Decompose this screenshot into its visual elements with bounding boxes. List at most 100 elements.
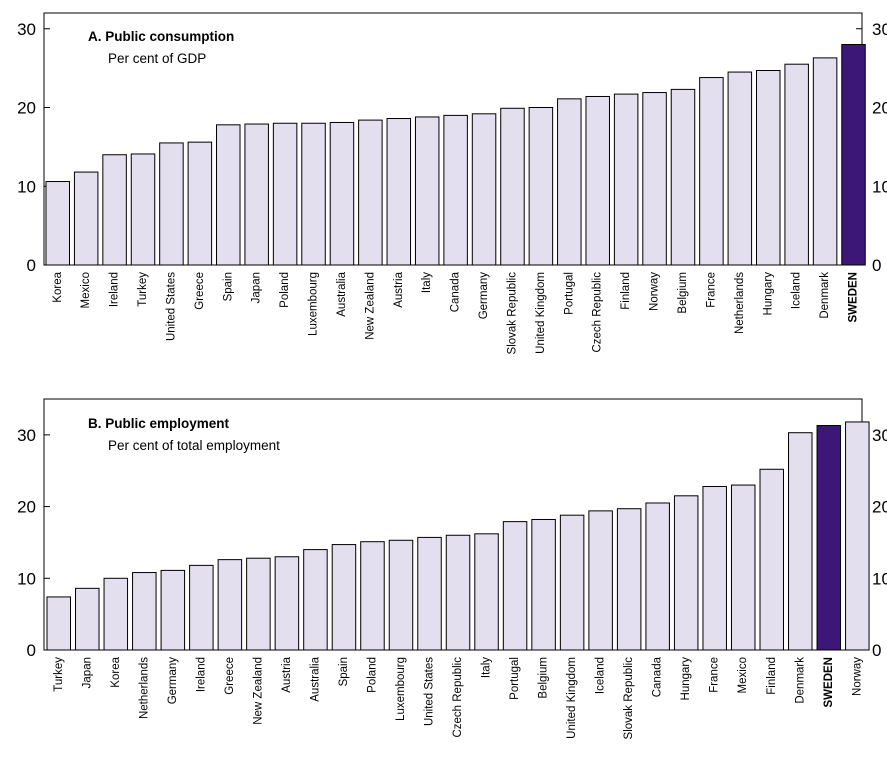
category-label: Mexico (737, 657, 749, 693)
bar-mexico (730, 484, 756, 651)
category-label: Denmark (794, 657, 806, 704)
y-tick-label-left: 20 (17, 99, 36, 118)
category-label: Austria (393, 271, 405, 307)
bar-greece (187, 141, 213, 266)
category-label: Finland (766, 657, 778, 695)
panel-b-public-employment: B. Public employment Per cent of total e… (17, 398, 887, 739)
category-label: Portugal (563, 272, 575, 315)
bar-slovak-republic (500, 107, 525, 266)
category-label: Spain (338, 657, 350, 686)
bar-hungary (673, 495, 699, 651)
bar-poland (360, 541, 385, 651)
bar-new-zealand (246, 557, 271, 651)
category-label: Austria (281, 656, 293, 692)
bar-germany (160, 569, 186, 651)
category-label: Hungary (762, 272, 774, 316)
category-label: United States (424, 657, 436, 726)
panel-a-subtitle: Per cent of GDP (108, 51, 206, 66)
category-label: France (709, 657, 721, 693)
bar-canada (443, 114, 468, 266)
category-label: Netherlands (138, 657, 150, 719)
category-label: Australia (309, 656, 321, 701)
y-tick-label-left: 0 (27, 256, 36, 275)
bar-canada (645, 502, 670, 651)
category-label: Greece (194, 272, 206, 310)
category-label: New Zealand (252, 657, 264, 725)
category-label: Netherlands (734, 272, 746, 334)
bar-spain (331, 544, 357, 651)
category-label: SWEDEN (848, 272, 860, 322)
bar-ireland (102, 154, 127, 266)
bar-iceland (588, 510, 613, 651)
category-label: Mexico (80, 272, 92, 308)
bar-czech-republic (445, 534, 471, 651)
category-label: Belgium (538, 657, 550, 699)
y-tick-label-left: 10 (17, 177, 36, 196)
bar-luxembourg (388, 539, 414, 651)
category-label: New Zealand (364, 272, 376, 340)
category-label: Korea (110, 656, 122, 687)
bar-mexico (73, 171, 99, 266)
category-label: Japan (81, 657, 93, 688)
bar-norway (845, 421, 870, 651)
bar-belgium (670, 88, 696, 266)
bar-austria (274, 556, 300, 651)
panel-a-title: A. Public consumption (88, 29, 234, 44)
bar-highlight-sweden (816, 425, 842, 651)
y-tick-label-left: 20 (17, 498, 36, 517)
y-tick-label-left: 30 (17, 20, 36, 39)
category-label: Germany (167, 657, 179, 705)
category-label: Hungary (680, 657, 692, 701)
category-label: Germany (478, 272, 490, 320)
bar-portugal (557, 98, 582, 266)
bar-netherlands (727, 71, 753, 266)
category-label: Ireland (195, 657, 207, 692)
category-label: Australia (336, 271, 348, 316)
bar-norway (642, 92, 667, 266)
y-tick-label-left: 30 (17, 426, 36, 445)
category-label: Finland (620, 272, 632, 310)
category-label: United Kingdom (566, 657, 578, 739)
bar-japan (75, 587, 100, 651)
category-label: Canada (450, 271, 462, 312)
category-label: Canada (652, 656, 664, 697)
category-label: Portugal (509, 657, 521, 700)
bar-australia (303, 549, 328, 651)
bar-highlight-sweden (841, 44, 866, 266)
bar-czech-republic (585, 95, 610, 266)
bar-united-states (159, 142, 184, 266)
bar-ireland (189, 564, 214, 651)
y-tick-label-left: 10 (17, 569, 36, 588)
category-label: Ireland (109, 272, 121, 307)
bar-finland (613, 93, 639, 266)
category-label: Luxembourg (308, 272, 320, 336)
bar-iceland (784, 63, 809, 266)
category-label: Luxembourg (395, 657, 407, 721)
category-label: Korea (52, 271, 64, 302)
y-tick-label-right: 20 (872, 498, 887, 517)
bar-korea (45, 181, 70, 266)
bar-japan (244, 123, 269, 266)
bar-spain (216, 124, 241, 266)
bar-united-kingdom (559, 514, 585, 651)
category-label: Czech Republic (452, 657, 464, 738)
category-label: Belgium (677, 272, 689, 314)
y-tick-label-right: 10 (872, 177, 887, 196)
bar-australia (329, 121, 355, 266)
category-label: Norway (851, 657, 863, 696)
category-label: Poland (279, 272, 291, 308)
y-tick-label-right: 20 (872, 99, 887, 118)
category-label: Italy (421, 272, 433, 293)
bar-france (702, 485, 727, 651)
category-label: Greece (224, 657, 236, 695)
bar-austria (386, 118, 412, 266)
bar-united-states (417, 536, 442, 651)
bar-denmark (788, 432, 813, 651)
y-tick-label-right: 30 (872, 426, 887, 445)
bar-netherlands (132, 572, 157, 651)
category-label: Italy (481, 657, 493, 678)
bar-united-kingdom (528, 107, 554, 266)
y-tick-label-left: 0 (27, 641, 36, 660)
